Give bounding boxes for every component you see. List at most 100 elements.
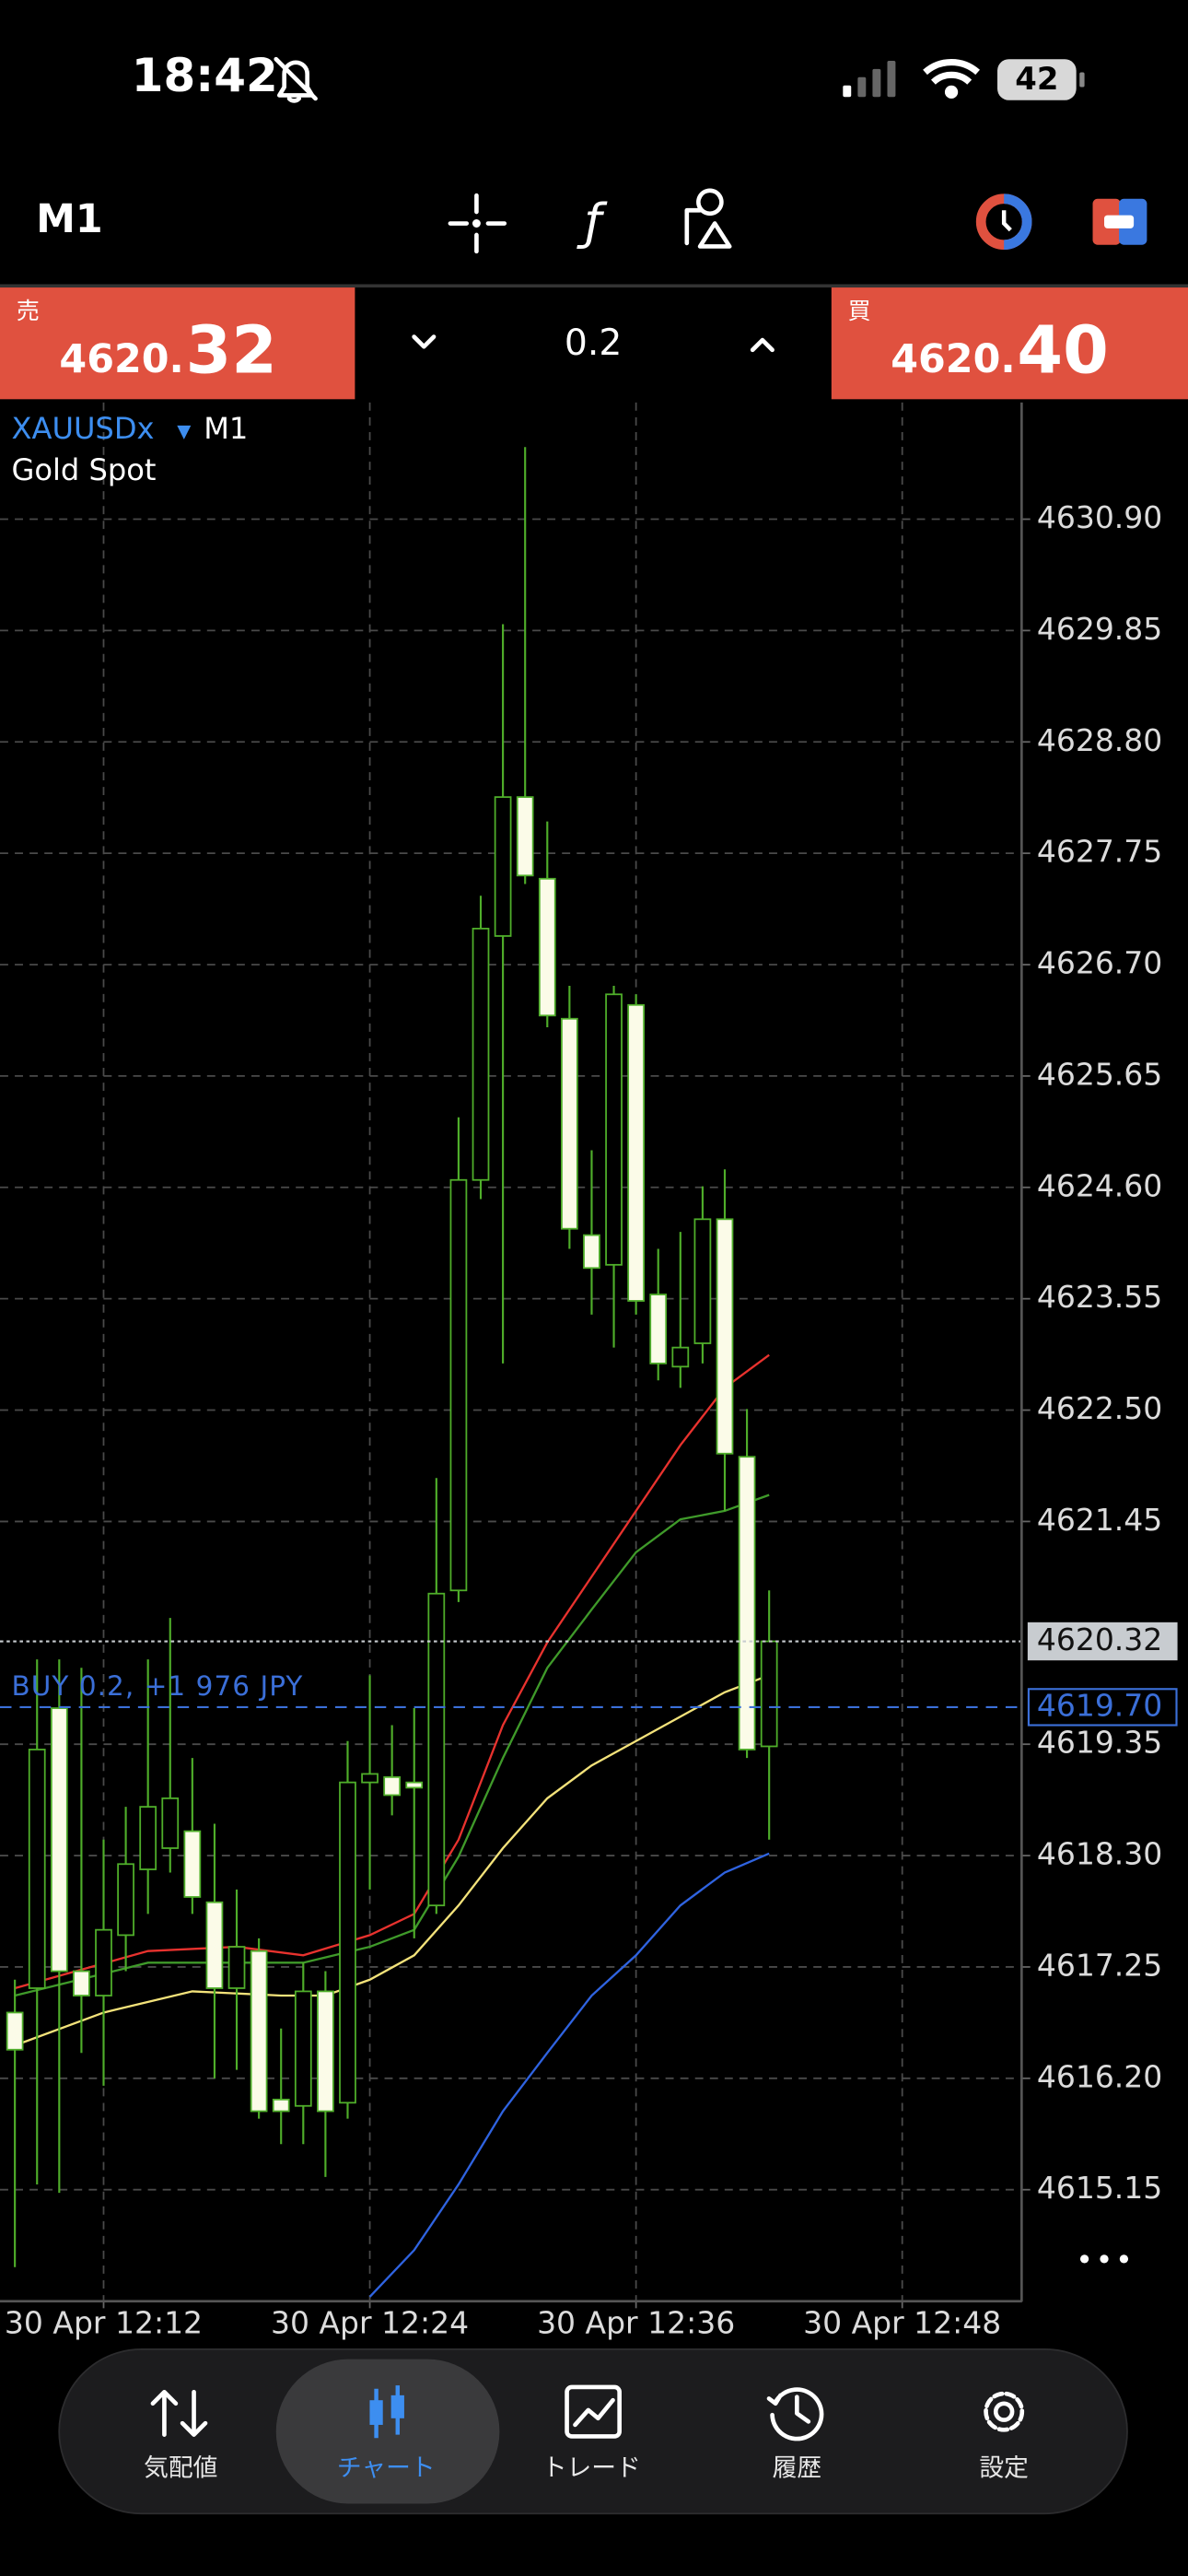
candle (427, 1478, 446, 1914)
tab-chart[interactable]: チャート (337, 2385, 436, 2483)
candle-body (427, 1592, 446, 1907)
moving-average (14, 1353, 770, 1990)
candle-body (361, 1773, 379, 1784)
candle-body (738, 1456, 756, 1751)
buy-button[interactable] (831, 287, 1188, 400)
y-tick-label: 4629.85 (1037, 611, 1162, 647)
price-tag (1027, 1622, 1178, 1661)
y-tick-label: 4624.60 (1037, 1167, 1162, 1203)
candle (449, 1117, 468, 1602)
battery-level: 42 (1015, 61, 1058, 97)
mute-icon (274, 56, 318, 103)
candle-body (161, 1797, 180, 1849)
candle-body (472, 927, 490, 1181)
buy-price: 4620. (891, 336, 1015, 382)
symbol[interactable]: XAUUSDx (11, 411, 154, 446)
y-tick-label: 4619.35 (1037, 1725, 1162, 1761)
candle-body (294, 1990, 312, 2107)
price-tag (1027, 1688, 1178, 1727)
candle (605, 986, 623, 1348)
candle (627, 994, 646, 1315)
candle-body (117, 1863, 134, 1937)
candle-body (649, 1294, 668, 1364)
tab-settings[interactable]: 設定 (979, 2391, 1029, 2483)
volume[interactable]: 0.2 (565, 322, 622, 364)
candle (73, 1668, 90, 2054)
account-button[interactable] (975, 193, 1032, 251)
candle-body (627, 1003, 646, 1302)
candle-body (538, 877, 556, 1017)
candle-body (28, 1749, 46, 1989)
y-tick-label: 4630.90 (1037, 499, 1162, 535)
symbol-dropdown[interactable]: ▼ (177, 420, 192, 441)
toolbar-divider (0, 284, 1188, 288)
tab-trade[interactable]: トレード (542, 2384, 641, 2483)
tab-label: 履歴 (773, 2454, 822, 2483)
price-tag-label: 4620.32 (1037, 1622, 1162, 1657)
buy-price-big: 40 (1017, 312, 1108, 389)
candle-body (272, 2098, 290, 2113)
candle (6, 1979, 24, 2267)
candle-body (50, 1707, 68, 1973)
clock: 18:42 (132, 49, 278, 102)
tab-quotes[interactable]: 気配値 (144, 2389, 217, 2483)
candle-body (339, 1781, 356, 2104)
candle (472, 896, 490, 1200)
y-tick-label: 4627.75 (1037, 834, 1162, 870)
y-tick-label: 4618.30 (1037, 1836, 1162, 1872)
tab-bar (58, 2348, 1128, 2515)
candle-body (227, 1946, 246, 1989)
candle-body (183, 1830, 202, 1898)
candle (538, 821, 556, 1027)
wifi-icon (923, 59, 980, 99)
y-tick-label: 4616.20 (1037, 2058, 1162, 2094)
moving-average (14, 1493, 770, 1997)
candle (405, 1708, 424, 1938)
y-tick-label: 4623.55 (1037, 1279, 1162, 1315)
x-tick-label: 30 Apr 12:36 (537, 2305, 735, 2341)
candle-body (494, 796, 512, 937)
candle (183, 1758, 202, 1914)
candle (339, 1740, 356, 2119)
more-button[interactable] (1079, 2254, 1129, 2264)
candle-body (605, 993, 623, 1266)
trade-button[interactable] (1092, 198, 1147, 245)
objects-button[interactable] (684, 188, 732, 249)
candle (205, 1823, 224, 2078)
time-axis-border (0, 2300, 1022, 2303)
sell-label: 売 (17, 298, 40, 324)
candle-body (693, 1218, 712, 1344)
y-tick-label: 4617.25 (1037, 1947, 1162, 1983)
candle-body (6, 2011, 24, 2051)
candle (494, 624, 512, 1364)
signal-icon (843, 60, 896, 98)
volume-down[interactable] (412, 334, 437, 349)
candle (139, 1659, 157, 1914)
sell-button[interactable] (0, 287, 355, 400)
tab-label: トレード (542, 2454, 641, 2483)
price-axis-border (1020, 402, 1023, 2302)
candle-body (516, 796, 534, 877)
tab-history[interactable]: 履歴 (766, 2387, 824, 2483)
battery (997, 59, 1077, 100)
candle (117, 1807, 134, 1972)
candle-body (95, 1928, 112, 1996)
candle (294, 1962, 312, 2145)
candle-body (317, 1990, 334, 2113)
chart: 4630.90 4629.85 4628.80 4627.75 4626.70 4625.… (0, 402, 1178, 2341)
candle (516, 447, 534, 884)
plot (6, 447, 778, 2298)
candle-body (716, 1218, 734, 1455)
y-tick-label: 4625.65 (1037, 1056, 1162, 1092)
tab-label: 気配値 (144, 2454, 217, 2483)
volume-up[interactable] (750, 337, 775, 353)
timeframe-button[interactable]: M1 (36, 196, 102, 242)
sell-price-big: 32 (186, 312, 277, 389)
moving-average (368, 1852, 770, 2298)
crosshair-button[interactable] (448, 193, 507, 254)
candle-body (405, 1781, 424, 1789)
candle-body (671, 1346, 690, 1368)
y-tick-label: 4626.70 (1037, 945, 1162, 981)
x-tick-label: 30 Apr 12:48 (803, 2305, 1001, 2341)
candle (671, 1232, 690, 1388)
